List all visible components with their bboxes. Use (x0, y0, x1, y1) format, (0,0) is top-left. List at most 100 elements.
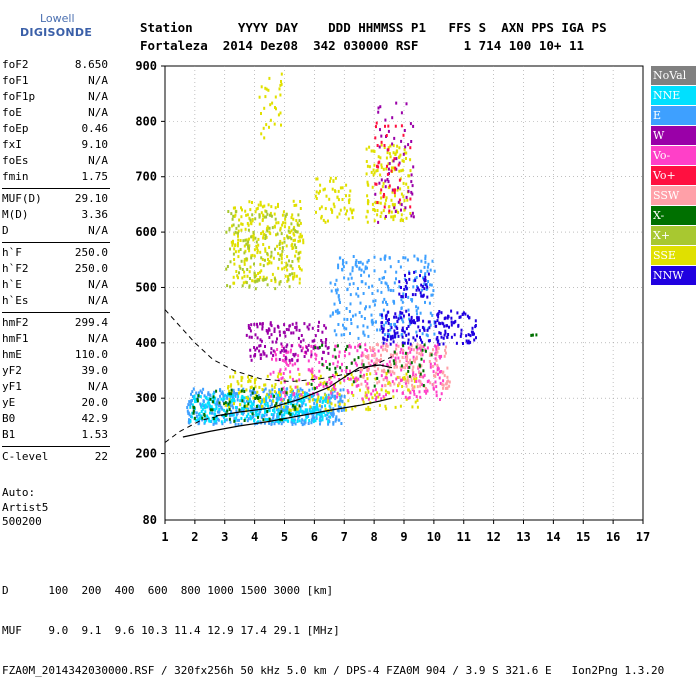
echo-point (275, 397, 278, 401)
echo-point (341, 400, 344, 404)
echo-point (222, 392, 225, 396)
echo-point (393, 365, 396, 369)
echo-point (405, 372, 408, 376)
echo-point (216, 417, 219, 421)
echo-point (391, 116, 394, 120)
echo-point (278, 246, 281, 250)
echo-point (284, 349, 287, 353)
echo-point (323, 398, 326, 402)
echo-point (407, 361, 410, 365)
echo-point (402, 320, 405, 324)
echo-point (380, 374, 383, 378)
echo-point (400, 124, 403, 128)
echo-point (213, 390, 216, 394)
echo-point (405, 182, 408, 186)
echo-point (248, 284, 251, 288)
echo-point (307, 343, 310, 347)
echo-point (358, 267, 361, 271)
echo-point (320, 339, 323, 342)
echo-point (407, 396, 410, 400)
echo-point (379, 360, 381, 363)
echo-point (391, 380, 394, 384)
echo-point (311, 387, 314, 391)
echo-point (415, 376, 418, 380)
echo-point (238, 218, 241, 222)
echo-point (393, 362, 396, 366)
echo-point (399, 202, 402, 206)
echo-point (400, 139, 403, 143)
echo-point (290, 388, 293, 392)
echo-point (423, 265, 426, 269)
echo-point (273, 407, 276, 411)
echo-point (265, 393, 268, 397)
echo-point (386, 338, 389, 342)
echo-point (471, 330, 474, 334)
echo-point (197, 394, 200, 398)
echo-point (462, 311, 465, 315)
echo-point (415, 276, 418, 279)
echo-point (243, 270, 246, 274)
echo-point (236, 380, 239, 384)
echo-point (361, 375, 364, 378)
echo-point (443, 333, 446, 337)
echo-point (426, 346, 429, 350)
echo-point (273, 224, 276, 228)
echo-point (415, 305, 418, 309)
echo-point (241, 406, 244, 410)
echo-point (237, 382, 240, 386)
echo-point (351, 216, 354, 220)
echo-point (213, 421, 216, 425)
echo-point (239, 403, 241, 407)
echo-point (348, 344, 351, 348)
echo-point (383, 256, 386, 260)
echo-point (329, 281, 332, 285)
echo-point (407, 381, 410, 385)
echo-point (337, 295, 340, 299)
echo-point (386, 332, 389, 336)
echo-point (267, 327, 270, 331)
echo-point (274, 280, 277, 284)
echo-point (289, 350, 292, 354)
echo-point (298, 419, 301, 423)
echo-point (320, 396, 322, 400)
echo-point (204, 406, 207, 410)
echo-point (219, 404, 222, 407)
param-value: N/A (88, 224, 108, 237)
echo-point (356, 378, 358, 382)
echo-point (241, 222, 244, 226)
echo-point (361, 351, 364, 355)
echo-point (250, 358, 253, 362)
param-name: h`F2 (2, 262, 29, 275)
echo-point (329, 179, 331, 183)
x-tick-label: 5 (281, 530, 288, 544)
trace-curve-upper (215, 364, 393, 417)
echo-point (387, 167, 390, 171)
echo-point (400, 306, 403, 310)
echo-point (307, 359, 310, 363)
echo-point (348, 282, 351, 286)
echo-point (404, 285, 407, 288)
echo-point (268, 76, 271, 80)
echo-point (391, 336, 394, 340)
echo-point (439, 331, 442, 335)
echo-point (338, 311, 341, 315)
echo-point (436, 340, 439, 344)
echo-point (380, 397, 383, 401)
echo-point (257, 399, 260, 403)
echo-point (234, 394, 237, 398)
echo-point (343, 317, 346, 321)
echo-point (384, 216, 386, 220)
echo-point (299, 232, 302, 236)
echo-point (379, 128, 381, 132)
echo-point (442, 336, 445, 340)
echo-point (382, 167, 385, 171)
param-row: fxI 9.10 (2, 138, 108, 154)
param-name: yF1 (2, 380, 22, 393)
echo-point (346, 389, 349, 393)
echo-point (273, 327, 276, 331)
echo-point (298, 399, 301, 402)
echo-point (330, 402, 333, 406)
echo-point (387, 205, 390, 209)
echo-point (261, 322, 264, 326)
echo-point (302, 401, 305, 405)
